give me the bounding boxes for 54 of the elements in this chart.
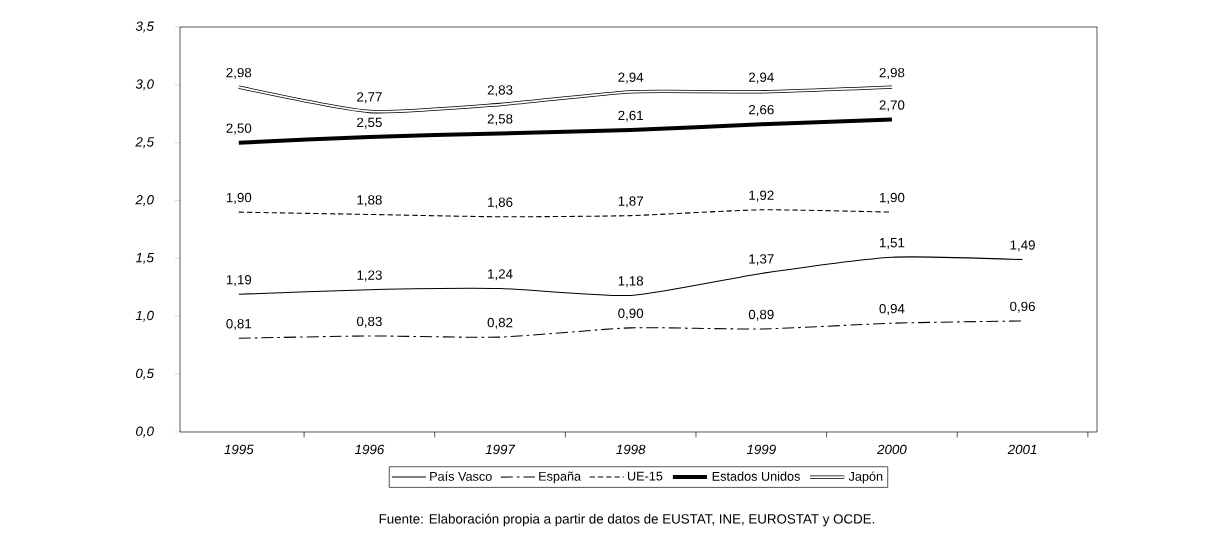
data-label: 2,94 — [748, 72, 774, 84]
data-label: 0,96 — [1010, 301, 1035, 313]
source-note: Fuente: Elaboración propia a partir de datos de EUSTAT, INE, EUROSTAT y OCDE. — [379, 513, 875, 527]
y-tick-label: 2,5 — [135, 137, 154, 149]
legend-label: UE-15 — [627, 471, 663, 481]
legend-label: Estados Unidos — [712, 471, 800, 481]
x-tick-label: 1995 — [224, 444, 254, 455]
x-tick-label: 2000 — [877, 444, 907, 455]
data-label: 1,37 — [749, 254, 774, 266]
y-tick-label: 3,5 — [135, 21, 154, 33]
data-label: 1,49 — [1010, 240, 1035, 252]
data-label: 0,83 — [356, 316, 382, 328]
data-label: 2,66 — [748, 104, 774, 116]
y-tick-label: 3,0 — [135, 79, 154, 91]
data-label: 2,98 — [879, 67, 905, 79]
data-label: 2,55 — [357, 117, 382, 129]
data-label: 1,88 — [357, 195, 382, 207]
data-label: 1,24 — [488, 269, 513, 281]
data-label: 1,90 — [226, 192, 252, 204]
y-tick-label: 1,0 — [135, 310, 154, 322]
data-label: 2,61 — [618, 110, 643, 122]
data-label: 1,18 — [618, 276, 644, 288]
line-series — [238, 209, 893, 218]
legend-label: España — [539, 471, 582, 484]
data-label: 2,94 — [618, 72, 644, 84]
data-label: 2,83 — [487, 85, 513, 97]
data-label: 0,90 — [618, 308, 644, 320]
data-label: 0,94 — [879, 303, 905, 315]
data-label: 2,70 — [879, 100, 905, 112]
x-tick-label: 2001 — [1007, 444, 1037, 455]
y-tick-label: 0,5 — [136, 368, 154, 380]
data-label: 2,50 — [226, 123, 252, 135]
data-label: 2,98 — [226, 67, 252, 79]
x-tick-label: 1999 — [746, 444, 776, 455]
x-tick-label: 1996 — [354, 444, 385, 455]
data-label: 0,81 — [226, 318, 252, 330]
data-label: 2,77 — [357, 92, 382, 104]
data-label: 1,90 — [879, 192, 905, 204]
data-label: 0,89 — [748, 309, 774, 321]
legend-label: Japón — [848, 471, 883, 484]
x-tick-label: 1997 — [485, 444, 516, 455]
y-tick-label: 1,5 — [135, 252, 154, 264]
data-label: 1,92 — [749, 190, 774, 202]
data-label: 1,23 — [357, 270, 382, 282]
legend-label: País Vasco — [430, 471, 492, 481]
y-tick-label: 2,0 — [135, 195, 154, 207]
data-label: 0,82 — [487, 317, 513, 329]
data-label: 1,87 — [618, 196, 643, 208]
data-label: 1,86 — [488, 197, 513, 209]
x-tick-label: 1998 — [616, 444, 646, 455]
data-label: 2,58 — [487, 114, 513, 126]
y-tick-label: 0,0 — [136, 426, 154, 438]
data-label: 1,19 — [226, 275, 252, 287]
data-label: 1,51 — [879, 238, 905, 250]
